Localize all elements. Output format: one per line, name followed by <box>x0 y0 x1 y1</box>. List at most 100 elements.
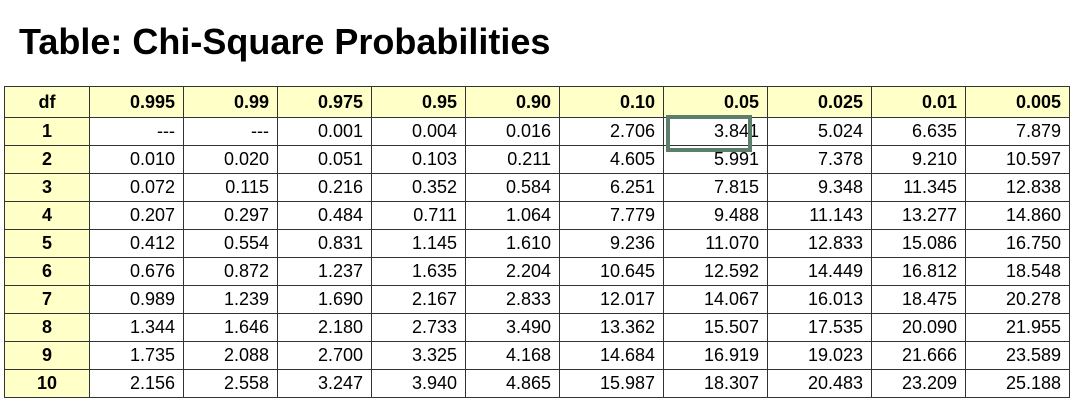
value-cell: 4.605 <box>559 145 664 174</box>
value-cell: 9.236 <box>559 229 664 258</box>
value-cell: 0.831 <box>277 229 372 258</box>
value-cell: 6.251 <box>559 173 664 202</box>
column-header-0-975: 0.975 <box>277 86 372 118</box>
header-row: df 0.995 0.99 0.975 0.95 0.90 0.10 0.05 0.025 0.… <box>4 86 1070 118</box>
column-header-0-995: 0.995 <box>89 86 184 118</box>
table-row: 4 0.207 0.297 0.484 0.711 1.064 7.779 9.488 11.1… <box>4 201 1070 230</box>
value-cell: 0.989 <box>89 285 184 314</box>
df-cell: 2 <box>4 145 90 174</box>
value-cell: 17.535 <box>767 313 872 342</box>
df-cell: 7 <box>4 285 90 314</box>
column-header-0-10: 0.10 <box>559 86 664 118</box>
value-cell: 2.088 <box>183 341 278 370</box>
df-cell: 6 <box>4 257 90 286</box>
value-cell: 14.067 <box>663 285 768 314</box>
value-cell: 1.635 <box>371 257 466 286</box>
value-cell: 0.872 <box>183 257 278 286</box>
value-cell: 15.086 <box>871 229 966 258</box>
value-cell: 0.584 <box>465 173 560 202</box>
value-cell: 0.001 <box>277 117 372 146</box>
value-cell: 0.211 <box>465 145 560 174</box>
value-cell: 16.812 <box>871 257 966 286</box>
chi-square-table: df 0.995 0.99 0.975 0.95 0.90 0.10 0.05 0.025 0.… <box>4 86 1070 398</box>
value-cell: 16.013 <box>767 285 872 314</box>
table-row: 2 0.010 0.020 0.051 0.103 0.211 4.605 5.991 7.37… <box>4 145 1070 174</box>
value-cell: 1.344 <box>89 313 184 342</box>
value-cell: 0.207 <box>89 201 184 230</box>
value-cell: 1.735 <box>89 341 184 370</box>
value-cell: 3.247 <box>277 369 372 398</box>
value-cell: 11.070 <box>663 229 768 258</box>
value-cell: 0.020 <box>183 145 278 174</box>
value-cell: 7.779 <box>559 201 664 230</box>
value-cell: 18.307 <box>663 369 768 398</box>
table-header: df 0.995 0.99 0.975 0.95 0.90 0.10 0.05 0.025 0.… <box>4 86 1070 118</box>
value-cell: 20.278 <box>965 285 1070 314</box>
value-cell: 13.277 <box>871 201 966 230</box>
column-header-0-05: 0.05 <box>663 86 768 118</box>
table-row: 7 0.989 1.239 1.690 2.167 2.833 12.017 14.067 16… <box>4 285 1070 314</box>
value-cell: 1.145 <box>371 229 466 258</box>
column-header-df: df <box>4 86 90 118</box>
value-cell: 0.412 <box>89 229 184 258</box>
df-cell: 3 <box>4 173 90 202</box>
table-row: 6 0.676 0.872 1.237 1.635 2.204 10.645 12.592 14… <box>4 257 1070 286</box>
value-cell: 0.216 <box>277 173 372 202</box>
column-header-0-99: 0.99 <box>183 86 278 118</box>
table-row: 9 1.735 2.088 2.700 3.325 4.168 14.684 16.919 19… <box>4 341 1070 370</box>
value-cell: 3.940 <box>371 369 466 398</box>
value-cell: 4.865 <box>465 369 560 398</box>
value-cell: 11.345 <box>871 173 966 202</box>
value-cell: 2.833 <box>465 285 560 314</box>
value-cell: 11.143 <box>767 201 872 230</box>
value-cell: 1.064 <box>465 201 560 230</box>
value-cell: 10.597 <box>965 145 1070 174</box>
value-cell: 0.676 <box>89 257 184 286</box>
table-body: 1 --- --- 0.001 0.004 0.016 2.706 3.841 5.024 6.6… <box>4 117 1070 398</box>
df-cell: 8 <box>4 313 90 342</box>
page-title: Table: Chi-Square Probabilities <box>19 21 551 62</box>
value-cell: 0.010 <box>89 145 184 174</box>
value-cell: 12.017 <box>559 285 664 314</box>
value-cell: --- <box>183 117 278 146</box>
value-cell: 12.592 <box>663 257 768 286</box>
column-header-0-01: 0.01 <box>871 86 966 118</box>
value-cell: 15.987 <box>559 369 664 398</box>
value-cell: 21.955 <box>965 313 1070 342</box>
value-cell: 0.711 <box>371 201 466 230</box>
value-cell: 16.750 <box>965 229 1070 258</box>
column-header-0-005: 0.005 <box>965 86 1070 118</box>
table-row: 10 2.156 2.558 3.247 3.940 4.865 15.987 18.307 2… <box>4 369 1070 398</box>
value-cell: 2.180 <box>277 313 372 342</box>
value-cell: 0.004 <box>371 117 466 146</box>
value-cell: 7.378 <box>767 145 872 174</box>
value-cell: 3.841 <box>663 117 768 146</box>
value-cell: 9.210 <box>871 145 966 174</box>
value-cell: 2.167 <box>371 285 466 314</box>
value-cell: 14.684 <box>559 341 664 370</box>
value-cell: 1.610 <box>465 229 560 258</box>
value-cell: 3.325 <box>371 341 466 370</box>
value-cell: 13.362 <box>559 313 664 342</box>
value-cell: 1.239 <box>183 285 278 314</box>
value-cell: 14.860 <box>965 201 1070 230</box>
value-cell: 1.237 <box>277 257 372 286</box>
value-cell: 5.024 <box>767 117 872 146</box>
table-row: 5 0.412 0.554 0.831 1.145 1.610 9.236 11.070 12.… <box>4 229 1070 258</box>
value-cell: 20.090 <box>871 313 966 342</box>
column-header-0-025: 0.025 <box>767 86 872 118</box>
value-cell: 15.507 <box>663 313 768 342</box>
value-cell: 2.733 <box>371 313 466 342</box>
column-header-0-90: 0.90 <box>465 86 560 118</box>
df-cell: 4 <box>4 201 90 230</box>
value-cell: 7.879 <box>965 117 1070 146</box>
value-cell: 0.297 <box>183 201 278 230</box>
table-row: 8 1.344 1.646 2.180 2.733 3.490 13.362 15.507 17… <box>4 313 1070 342</box>
value-cell: 0.072 <box>89 173 184 202</box>
value-cell: 1.690 <box>277 285 372 314</box>
value-cell: 0.016 <box>465 117 560 146</box>
value-cell: 2.706 <box>559 117 664 146</box>
value-cell: 6.635 <box>871 117 966 146</box>
value-cell: 0.115 <box>183 173 278 202</box>
value-cell: 19.023 <box>767 341 872 370</box>
